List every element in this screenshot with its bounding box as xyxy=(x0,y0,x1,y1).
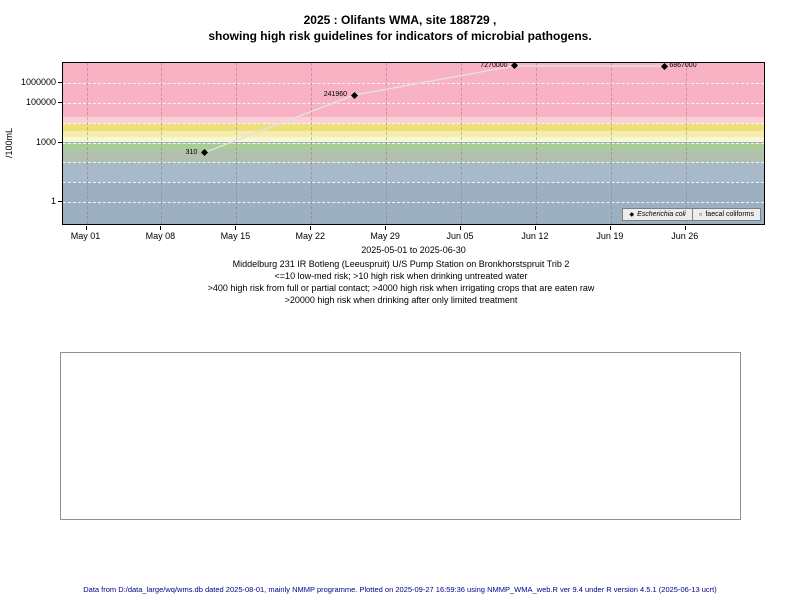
chart-title: 2025 : Olifants WMA, site 188729 , showi… xyxy=(0,12,800,44)
chart-title-line-1: 2025 : Olifants WMA, site 188729 , xyxy=(303,13,497,27)
x-tick-label: May 08 xyxy=(145,231,176,241)
h-gridline xyxy=(63,142,764,144)
risk-band xyxy=(63,162,764,183)
x-tick-label: May 15 xyxy=(220,231,251,241)
risk-band xyxy=(63,122,764,131)
footer-note: Data from D:/data_large/wq/wms.db dated … xyxy=(83,585,717,594)
y-tick-mark xyxy=(58,81,62,83)
h-gridline xyxy=(63,202,764,204)
v-gridline xyxy=(461,63,463,224)
y-tick-label: 1 xyxy=(50,196,56,207)
legend-item: ○ faecal coliforms xyxy=(692,208,761,221)
x-tick-mark xyxy=(534,226,536,230)
v-gridline xyxy=(86,63,88,224)
caption-risk-treatment: >20000 high risk when drinking after onl… xyxy=(284,295,518,305)
x-axis-label: 2025-05-01 to 2025-06-30 xyxy=(361,245,466,255)
open-circle-icon: ○ xyxy=(698,211,703,218)
risk-band xyxy=(63,116,764,123)
legend-label: faecal coliforms xyxy=(705,211,754,218)
x-tick-mark xyxy=(85,226,87,230)
v-gridline xyxy=(386,63,388,224)
risk-band xyxy=(63,136,764,143)
risk-band xyxy=(63,142,764,151)
legend: ◆ Escherichia coli ○ faecal coliforms xyxy=(622,208,761,221)
risk-band xyxy=(63,130,764,137)
x-tick-label: Jun 19 xyxy=(596,231,624,241)
data-point-label: 310 xyxy=(185,148,198,156)
y-tick-label: 1000 xyxy=(35,136,56,147)
caption-risk-drinking: <=10 low-med risk; >10 high risk when dr… xyxy=(274,271,528,281)
x-tick-label: May 22 xyxy=(295,231,325,241)
v-gridline xyxy=(311,63,313,224)
x-tick-label: Jun 05 xyxy=(446,231,474,241)
chart-title-line-2: showing high risk guidelines for indicat… xyxy=(208,29,592,43)
y-tick-mark xyxy=(58,141,62,143)
x-tick-mark xyxy=(460,226,462,230)
empty-panel xyxy=(60,352,741,520)
v-gridline xyxy=(535,63,537,224)
risk-band xyxy=(63,63,764,117)
x-tick-label: May 29 xyxy=(370,231,400,241)
y-tick-mark xyxy=(58,101,62,103)
v-gridline xyxy=(685,63,687,224)
caption-site: Middelburg 231 IR Botleng (Leeuspruit) U… xyxy=(232,259,570,269)
data-point-label: 241960 xyxy=(323,91,348,99)
caption-risk-contact: >400 high risk from full or partial cont… xyxy=(207,283,595,293)
x-tick-mark xyxy=(385,226,387,230)
y-tick-mark xyxy=(58,201,62,203)
risk-band xyxy=(63,150,764,163)
plot-area: 310 241960 7270000 6867000 ◆ Escherichia coli… xyxy=(62,62,765,225)
filled-diamond-icon: ◆ xyxy=(629,211,635,218)
legend-label: Escherichia coli xyxy=(637,211,686,218)
y-axis-label: /100mL xyxy=(4,127,14,159)
data-point-label: 6867000 xyxy=(669,62,697,70)
x-tick-label: May 01 xyxy=(70,231,101,241)
series-line xyxy=(203,65,665,154)
x-tick-mark xyxy=(609,226,611,230)
x-tick-label: Jun 12 xyxy=(521,231,549,241)
h-gridline xyxy=(63,182,764,184)
legend-item: ◆ Escherichia coli xyxy=(622,208,693,221)
h-gridline xyxy=(63,122,764,124)
v-gridline xyxy=(236,63,238,224)
x-tick-mark xyxy=(160,226,162,230)
x-tick-label: Jun 26 xyxy=(671,231,699,241)
v-gridline xyxy=(161,63,163,224)
h-gridline xyxy=(63,102,764,104)
x-tick-mark xyxy=(235,226,237,230)
x-tick-mark xyxy=(684,226,686,230)
h-gridline xyxy=(63,162,764,164)
x-tick-mark xyxy=(310,226,312,230)
chart-captions: Middelburg 231 IR Botleng (Leeuspruit) U… xyxy=(31,258,771,306)
y-tick-label: 100000 xyxy=(25,96,56,107)
data-point-label: 7270000 xyxy=(480,62,508,69)
y-tick-label: 1000000 xyxy=(20,76,56,87)
h-gridline xyxy=(63,82,764,84)
v-gridline xyxy=(610,63,612,224)
